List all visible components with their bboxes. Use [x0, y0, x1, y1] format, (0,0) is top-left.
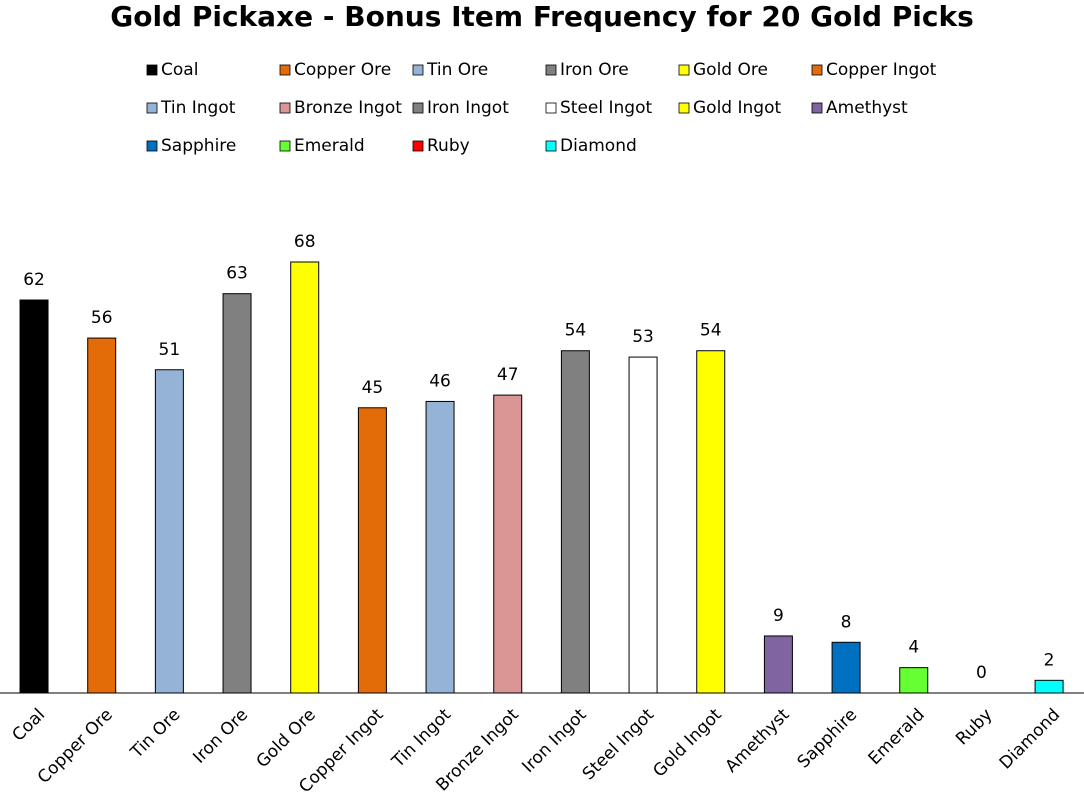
- x-tick-label: Ruby: [952, 705, 996, 749]
- bar: [19, 299, 49, 694]
- legend-label: Copper Ore: [294, 60, 391, 80]
- bar: [696, 350, 726, 694]
- value-label: 62: [23, 270, 45, 290]
- legend-swatch: [678, 64, 690, 76]
- legend-label: Gold Ingot: [693, 98, 781, 118]
- legend-label: Coal: [161, 60, 198, 80]
- value-label: 56: [91, 308, 113, 328]
- bar: [831, 641, 861, 694]
- legend-swatch: [545, 140, 557, 152]
- chart-title: Gold Pickaxe - Bonus Item Frequency for …: [110, 0, 974, 33]
- value-label: 46: [429, 371, 451, 391]
- bar: [425, 400, 455, 694]
- legend-swatch: [678, 102, 690, 114]
- bar: [628, 356, 658, 694]
- legend-swatch: [146, 102, 158, 114]
- bar: [763, 635, 793, 694]
- x-tick-label: Iron Ingot: [518, 705, 590, 777]
- value-label: 47: [497, 365, 519, 385]
- bar: [1034, 679, 1064, 694]
- value-label: 68: [294, 232, 316, 252]
- legend-swatch: [545, 102, 557, 114]
- x-tick-label: Gold Ore: [253, 705, 320, 772]
- legend-swatch: [545, 64, 557, 76]
- x-tick-label: Steel Ingot: [579, 705, 659, 785]
- value-label: 2: [1044, 650, 1055, 670]
- value-label: 54: [700, 321, 722, 341]
- bar: [154, 369, 184, 694]
- legend-label: Tin Ingot: [160, 98, 236, 118]
- legend-swatch: [412, 140, 424, 152]
- legend-swatch: [412, 102, 424, 114]
- legend-label: Diamond: [560, 136, 637, 156]
- legend-label: Sapphire: [161, 136, 236, 156]
- legend-swatch: [279, 140, 291, 152]
- x-tick-label: Gold Ingot: [649, 705, 726, 782]
- legend-label: Iron Ingot: [427, 98, 509, 118]
- bar: [290, 261, 320, 694]
- legend-label: Ruby: [427, 136, 470, 156]
- value-label: 51: [159, 340, 181, 360]
- legend-swatch: [412, 64, 424, 76]
- x-tick-label: Tin Ore: [126, 705, 184, 763]
- x-tick-label: Diamond: [996, 705, 1064, 773]
- value-label: 0: [976, 663, 987, 683]
- legend-label: Tin Ore: [426, 60, 488, 80]
- legend-label: Copper Ingot: [826, 60, 937, 80]
- legend-label: Gold Ore: [693, 60, 768, 80]
- value-label: 63: [226, 264, 248, 284]
- legend-label: Bronze Ingot: [294, 98, 402, 118]
- bar: [493, 394, 523, 694]
- x-tick-label: Iron Ore: [189, 705, 252, 768]
- value-label: 4: [908, 638, 919, 658]
- x-tick-label: Tin Ingot: [388, 705, 456, 773]
- legend-label: Emerald: [294, 136, 365, 156]
- x-tick-label: Amethyst: [722, 705, 794, 777]
- x-tick-label: Sapphire: [794, 705, 861, 772]
- legend-swatch: [811, 102, 823, 114]
- legend-label: Iron Ore: [560, 60, 629, 80]
- legend-swatch: [146, 140, 158, 152]
- legend-swatch: [811, 64, 823, 76]
- value-label: 53: [632, 327, 654, 347]
- value-label: 54: [565, 321, 587, 341]
- bar: [222, 293, 252, 694]
- x-tick-label: Coal: [9, 705, 50, 746]
- legend-label: Steel Ingot: [560, 98, 652, 118]
- legend-swatch: [279, 64, 291, 76]
- value-label: 45: [362, 378, 384, 398]
- legend-swatch: [146, 64, 158, 76]
- bar: [560, 350, 590, 694]
- bar: [357, 407, 387, 694]
- bar: [87, 337, 117, 694]
- bar: [899, 667, 929, 694]
- legend-label: Amethyst: [826, 98, 908, 118]
- legend-swatch: [279, 102, 291, 114]
- x-tick-label: Emerald: [865, 705, 929, 769]
- value-label: 9: [773, 606, 784, 626]
- value-label: 8: [841, 612, 852, 632]
